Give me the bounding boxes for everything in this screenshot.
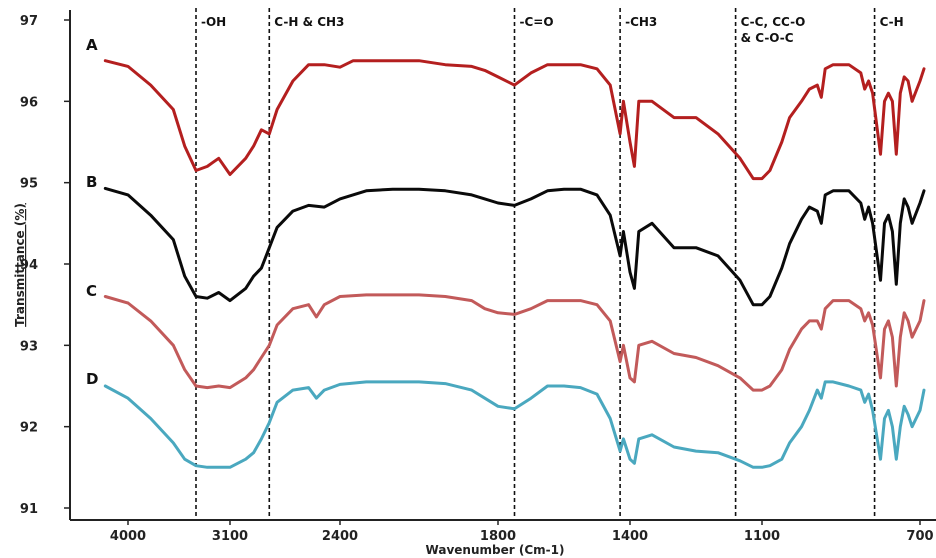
y-ticks: 97 96 95 94 93 92 91 xyxy=(20,14,70,517)
y-axis-title: Transmittance (%) xyxy=(13,203,27,327)
y-tick-label: 97 xyxy=(20,14,38,29)
axes-layer xyxy=(69,10,936,521)
series-label-d: D xyxy=(86,370,98,388)
series-label-a: A xyxy=(86,36,98,54)
band-label: C-H xyxy=(880,15,904,29)
x-tick-label: 1400 xyxy=(612,529,648,544)
annotation-layer: -OH C-H & CH3 -C=O -CH3 C-C, CC-O & C-O-C C-H xyxy=(195,8,904,520)
x-axis-title: Wavenumber (Cm-1) xyxy=(426,543,565,557)
x-tick-label: 4000 xyxy=(110,529,146,544)
band-label: C-C, CC-O & C-O-C xyxy=(741,15,806,45)
y-tick-label: 94 xyxy=(20,258,38,273)
series-label-b: B xyxy=(86,173,97,191)
series-line-d xyxy=(103,380,926,469)
band-label: -OH xyxy=(201,15,226,29)
x-tick-label: 3100 xyxy=(212,529,248,544)
x-tick-label: 700 xyxy=(906,529,933,544)
series-line-b xyxy=(103,186,926,307)
y-tick-label: 96 xyxy=(20,95,38,110)
y-tick-label: 92 xyxy=(20,421,38,436)
series-layer: A B C D xyxy=(86,36,926,469)
x-tick-label: 1800 xyxy=(480,529,516,544)
band-label: -C=O xyxy=(520,15,554,29)
y-tick-label: 93 xyxy=(20,339,38,354)
band-label: -CH3 xyxy=(625,15,657,29)
series-label-c: C xyxy=(86,282,97,300)
x-tick-label: 2400 xyxy=(322,529,358,544)
band-label: C-H & CH3 xyxy=(274,15,344,29)
series-line-c xyxy=(103,293,926,392)
y-tick-label: 91 xyxy=(20,502,38,517)
series-line-a xyxy=(103,59,926,181)
x-tick-label: 1100 xyxy=(744,529,780,544)
x-ticks: 4000 3100 2400 1800 1400 1100 700 xyxy=(110,520,934,544)
y-tick-label: 95 xyxy=(20,177,38,192)
